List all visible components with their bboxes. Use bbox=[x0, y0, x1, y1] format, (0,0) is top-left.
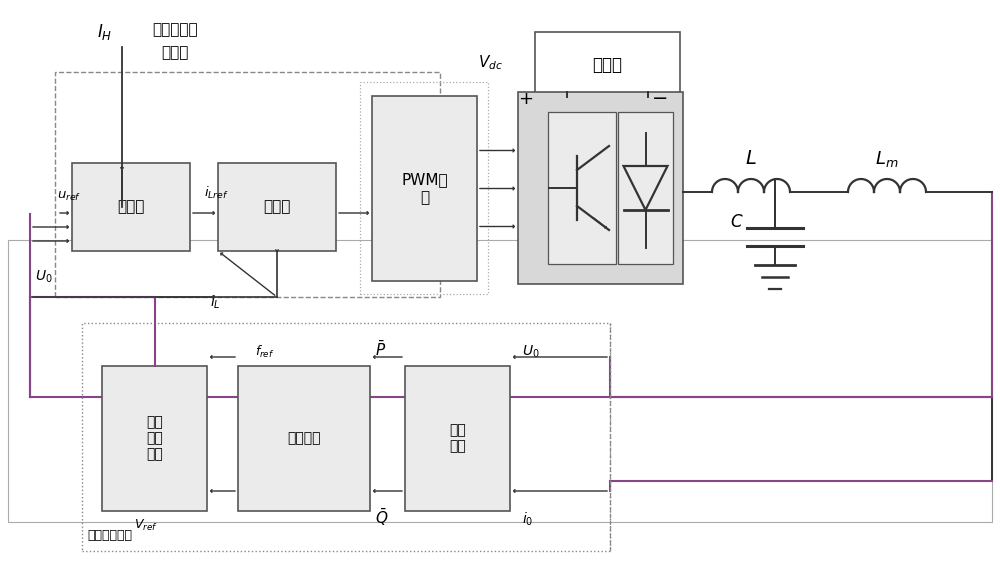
Text: $C$: $C$ bbox=[730, 213, 744, 231]
Bar bbox=[518, 92, 683, 284]
Bar bbox=[55, 72, 440, 297]
Bar bbox=[8, 240, 992, 522]
Bar bbox=[535, 32, 680, 97]
Bar bbox=[102, 366, 207, 511]
Text: $U_0$: $U_0$ bbox=[522, 344, 540, 360]
Text: $i_L$: $i_L$ bbox=[210, 294, 221, 311]
Bar bbox=[82, 323, 610, 551]
Bar bbox=[360, 82, 488, 294]
Text: $\bar{Q}$: $\bar{Q}$ bbox=[375, 507, 388, 528]
Bar bbox=[238, 366, 370, 511]
Text: $U_0$: $U_0$ bbox=[35, 269, 53, 286]
Text: $V_{dc}$: $V_{dc}$ bbox=[478, 53, 503, 72]
Text: +: + bbox=[518, 90, 533, 108]
Text: $u_{ref}$: $u_{ref}$ bbox=[57, 190, 81, 203]
Bar bbox=[218, 163, 336, 251]
Text: 电压环: 电压环 bbox=[117, 200, 145, 215]
Bar bbox=[372, 96, 477, 281]
Text: 下垂方程: 下垂方程 bbox=[287, 431, 321, 446]
Text: 电流环: 电流环 bbox=[263, 200, 291, 215]
Text: $i_0$: $i_0$ bbox=[522, 511, 533, 529]
Text: 直流源: 直流源 bbox=[592, 56, 622, 73]
Text: $f_{ref}$: $f_{ref}$ bbox=[255, 344, 275, 360]
Text: $V_{ref}$: $V_{ref}$ bbox=[134, 518, 157, 533]
Text: 电压电流双: 电压电流双 bbox=[152, 22, 198, 37]
Bar bbox=[405, 366, 510, 511]
Text: 参考
电压
生成: 参考 电压 生成 bbox=[146, 415, 163, 461]
Bar bbox=[72, 163, 190, 251]
Text: $i_{Lref}$: $i_{Lref}$ bbox=[204, 185, 229, 201]
Text: $L_m$: $L_m$ bbox=[875, 149, 899, 169]
Bar bbox=[618, 112, 673, 264]
Text: −: − bbox=[652, 89, 668, 108]
Text: 环控制: 环控制 bbox=[161, 45, 189, 60]
Text: $I_H$: $I_H$ bbox=[97, 22, 113, 42]
Text: 功率环控制器: 功率环控制器 bbox=[87, 529, 132, 542]
Text: $\bar{P}$: $\bar{P}$ bbox=[375, 340, 386, 359]
Text: PWM信
号: PWM信 号 bbox=[401, 172, 448, 205]
Bar bbox=[548, 112, 616, 264]
Text: $L$: $L$ bbox=[745, 149, 757, 168]
Text: 功率
计算: 功率 计算 bbox=[449, 423, 466, 453]
